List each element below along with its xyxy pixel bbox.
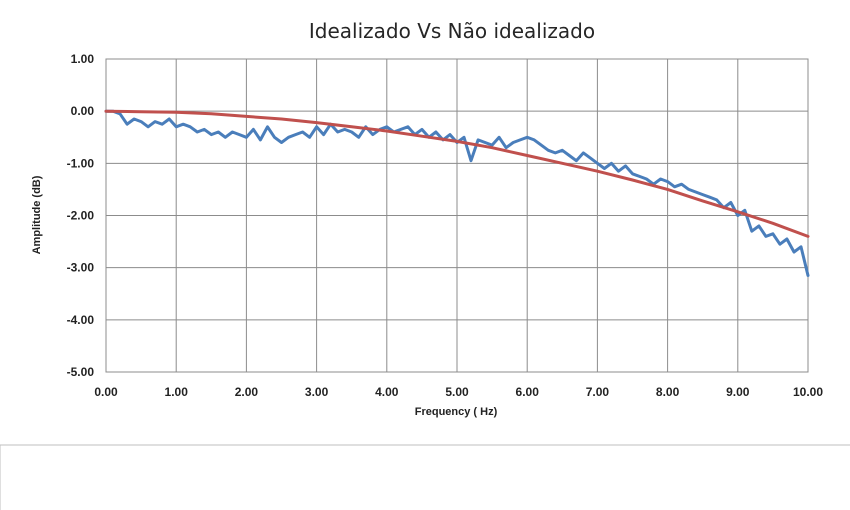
x-tick-label: 2.00: [235, 385, 259, 399]
y-tick-label: -1.00: [67, 156, 95, 170]
ideal-series-line: [104, 109, 810, 238]
y-tick-label: -2.00: [67, 209, 95, 223]
x-tick-label: 5.00: [445, 385, 469, 399]
x-tick-label: 1.00: [165, 385, 189, 399]
y-tick-label: -3.00: [67, 261, 95, 275]
x-tick-label: 9.00: [726, 385, 750, 399]
x-tick-label: 4.00: [375, 385, 399, 399]
x-tick-label: 10.00: [793, 385, 823, 399]
y-tick-label: -4.00: [67, 313, 95, 327]
plot-area-border: [105, 58, 809, 373]
chart-title: Idealizado Vs Não idealizado: [309, 19, 595, 43]
x-tick-labels: 0.00 1.00 2.00 3.00 4.00 5.00 6.00 7.00 8.00 9.00…: [94, 385, 823, 399]
y-tick-label: 0.00: [71, 104, 95, 118]
x-tick-label: 6.00: [516, 385, 540, 399]
y-axis-title: Amplitude (dB): [31, 175, 43, 254]
series-layer: [104, 109, 810, 277]
y-tick-labels: 1.00 0.00 -1.00 -2.00 -3.00 -4.00 -5.00: [67, 52, 95, 379]
x-tick-label: 7.00: [586, 385, 610, 399]
x-tick-label: 3.00: [305, 385, 329, 399]
grid: [105, 58, 809, 373]
y-tick-label: -5.00: [67, 365, 95, 379]
x-tick-label: 8.00: [656, 385, 680, 399]
x-axis-title: Frequency ( Hz): [415, 406, 498, 418]
y-tick-label: 1.00: [71, 52, 95, 66]
x-tick-label: 0.00: [94, 385, 118, 399]
